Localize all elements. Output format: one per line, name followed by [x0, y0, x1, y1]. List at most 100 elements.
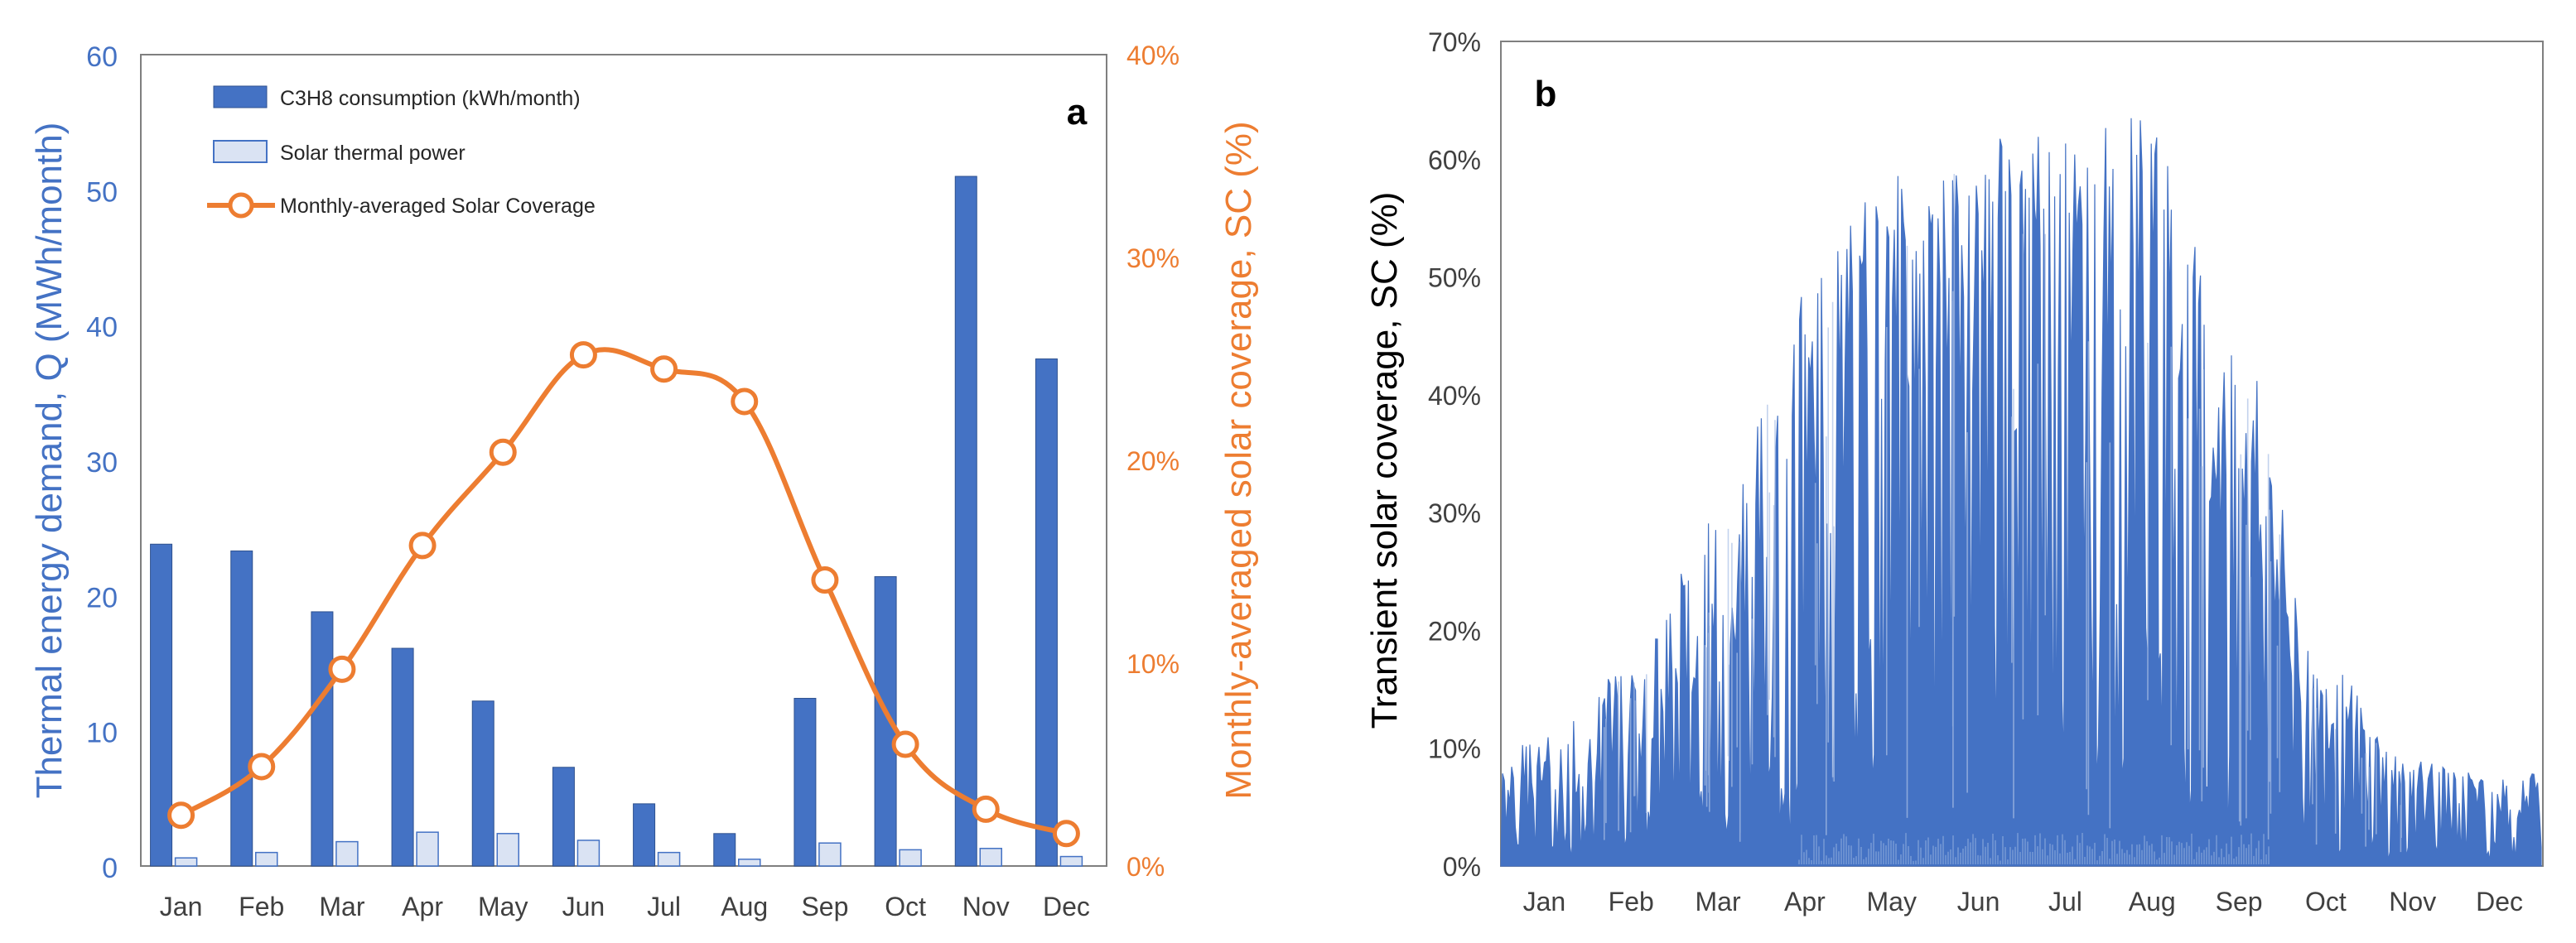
legend-label-solar-thermal: Solar thermal power — [280, 142, 466, 165]
legend-label-solar-coverage: Monthly-averaged Solar Coverage — [280, 195, 596, 218]
panel-a-x-tick-jan: Jan — [160, 892, 203, 921]
panel-a-left-axis-title: Thermal energy demand, Q (MWh/month) — [29, 123, 70, 799]
panel-a-left-tick-labels: 0 10 20 30 40 50 60 — [86, 41, 118, 884]
panel-b-transient-area — [1500, 118, 2542, 867]
bar-solar-thermal-dec — [1059, 855, 1083, 867]
panel-a-bars — [150, 176, 1083, 867]
bar-solar-thermal-mar — [335, 840, 359, 867]
bar-solar-thermal-jul — [657, 851, 681, 867]
panel-a-left-tick-50: 50 — [86, 176, 118, 208]
panel-b-y-tick-40pct: 40% — [1428, 381, 1481, 411]
panel-a-left-tick-60: 60 — [86, 41, 118, 73]
panel-b-y-tick-0pct: 0% — [1443, 852, 1481, 882]
solar-coverage-point-jun — [569, 341, 597, 369]
panel-a-x-tick-may: May — [478, 892, 528, 921]
solar-coverage-point-aug — [731, 387, 759, 416]
panel-a-x-tick-sep: Sep — [801, 892, 848, 921]
panel-a-x-tick-aug: Aug — [721, 892, 768, 921]
panel-b-x-tick-nov: Nov — [2389, 887, 2436, 917]
solar-coverage-point-may — [489, 438, 517, 466]
bar-c3h8-jul — [633, 803, 656, 867]
panel-b-y-tick-70pct: 70% — [1428, 27, 1481, 57]
panel-b-x-tick-feb: Feb — [1609, 887, 1654, 917]
panel-b-y-tick-labels: 0% 10% 20% 30% 40% 50% 60% 70% — [1428, 27, 1481, 882]
solar-coverage-point-nov — [972, 795, 1000, 823]
solar-coverage-point-jul — [650, 355, 678, 383]
bar-solar-thermal-sep — [818, 842, 842, 867]
legend-swatch-solar-thermal — [213, 140, 268, 163]
bar-c3h8-jun — [552, 767, 575, 867]
panel-b-y-tick-60pct: 60% — [1428, 145, 1481, 175]
panel-b-x-tick-jul: Jul — [2048, 887, 2082, 917]
bar-c3h8-sep — [794, 697, 817, 867]
solar-coverage-point-feb — [248, 753, 276, 781]
bar-solar-thermal-oct — [899, 849, 922, 867]
panel-b-y-tick-50pct: 50% — [1428, 263, 1481, 293]
bar-solar-thermal-apr — [416, 831, 439, 867]
panel-b-x-tick-jan: Jan — [1523, 887, 1566, 917]
panel-b-label: b — [1535, 74, 1557, 114]
panel-a-right-tick-40pct: 40% — [1126, 41, 1179, 70]
panel-a-right-tick-labels: 0% 10% 20% 30% 40% — [1126, 41, 1179, 882]
panel-a-x-tick-mar: Mar — [319, 892, 364, 921]
bar-c3h8-mar — [311, 611, 334, 867]
panel-a-legend: C3H8 consumption (kWh/month) Solar therm… — [207, 85, 596, 219]
panel-a-left-tick-10: 10 — [86, 718, 118, 749]
bar-solar-thermal-aug — [738, 859, 761, 867]
bar-c3h8-aug — [713, 833, 736, 867]
panel-a-right-tick-20pct: 20% — [1126, 446, 1179, 476]
panel-a-right-axis-title: Monthly-averaged solar coverage, SC (%) — [1218, 121, 1259, 799]
panel-b-y-tick-20pct: 20% — [1428, 616, 1481, 646]
bar-solar-thermal-may — [496, 833, 519, 867]
panel-a-x-tick-labels: Jan Feb Mar Apr May Jun Jul Aug Sep Oct Nov Dec — [160, 892, 1090, 921]
panel-b-x-tick-mar: Mar — [1696, 887, 1741, 917]
solar-coverage-point-apr — [408, 532, 437, 560]
panel-a-label: a — [1067, 92, 1088, 132]
bar-solar-thermal-nov — [979, 848, 1002, 867]
panel-a-x-tick-dec: Dec — [1043, 892, 1090, 921]
bar-c3h8-may — [471, 700, 494, 867]
panel-a-right-tick-10pct: 10% — [1126, 649, 1179, 679]
panel-a-left-tick-20: 20 — [86, 582, 118, 613]
panel-a-left-tick-0: 0 — [102, 853, 118, 884]
panel-a-plot-frame — [140, 54, 1107, 867]
bar-c3h8-apr — [391, 647, 414, 867]
panel-a-right-tick-30pct: 30% — [1126, 243, 1179, 273]
panel-b-x-tick-jun: Jun — [1957, 887, 2000, 917]
panel-b-x-tick-oct: Oct — [2305, 887, 2347, 917]
transient-coverage-streaks — [1604, 174, 2402, 853]
bar-c3h8-dec — [1035, 358, 1058, 867]
panel-a-x-tick-jun: Jun — [562, 892, 605, 921]
panel-a-left-tick-40: 40 — [86, 312, 118, 344]
solar-coverage-point-dec — [1052, 820, 1080, 848]
bar-c3h8-nov — [954, 176, 977, 867]
bar-solar-thermal-jan — [174, 857, 198, 867]
panel-b-x-tick-dec: Dec — [2476, 887, 2523, 917]
panel-a-x-tick-oct: Oct — [885, 892, 926, 921]
panel-b-x-tick-aug: Aug — [2129, 887, 2176, 917]
bar-solar-thermal-feb — [255, 851, 278, 867]
panel-a-x-tick-feb: Feb — [239, 892, 284, 921]
panel-a-line-series — [167, 341, 1080, 848]
panel-b-x-tick-may: May — [1867, 887, 1917, 917]
legend-label-c3h8: C3H8 consumption (kWh/month) — [280, 87, 581, 110]
panel-b-y-axis-title: Transient solar coverage, SC (%) — [1364, 192, 1405, 729]
panel-a-x-tick-nov: Nov — [962, 892, 1010, 921]
panel-b-y-tick-30pct: 30% — [1428, 498, 1481, 528]
solar-coverage-point-jan — [167, 801, 195, 830]
solar-coverage-point-sep — [811, 566, 839, 594]
panel-b-y-tick-10pct: 10% — [1428, 734, 1481, 764]
solar-coverage-point-mar — [328, 655, 356, 683]
bar-solar-thermal-jun — [576, 840, 601, 867]
panel-b-x-tick-sep: Sep — [2216, 887, 2263, 917]
panel-a-x-tick-jul: Jul — [647, 892, 681, 921]
panel-a: 0 10 20 30 40 50 60 0% 10% 20% 30% 40% Jan Feb Mar Ap… — [29, 41, 1259, 921]
panel-b-x-tick-labels: Jan Feb Mar Apr May Jun Jul Aug Sep Oct Nov Dec — [1523, 887, 2523, 917]
legend-marker-solar-coverage — [228, 192, 254, 219]
transient-coverage-area — [1500, 118, 2542, 867]
panel-b-x-tick-apr: Apr — [1784, 887, 1826, 917]
panel-a-right-tick-0pct: 0% — [1126, 852, 1165, 882]
legend-swatch-c3h8 — [213, 85, 268, 108]
panel-a-left-tick-30: 30 — [86, 447, 118, 479]
